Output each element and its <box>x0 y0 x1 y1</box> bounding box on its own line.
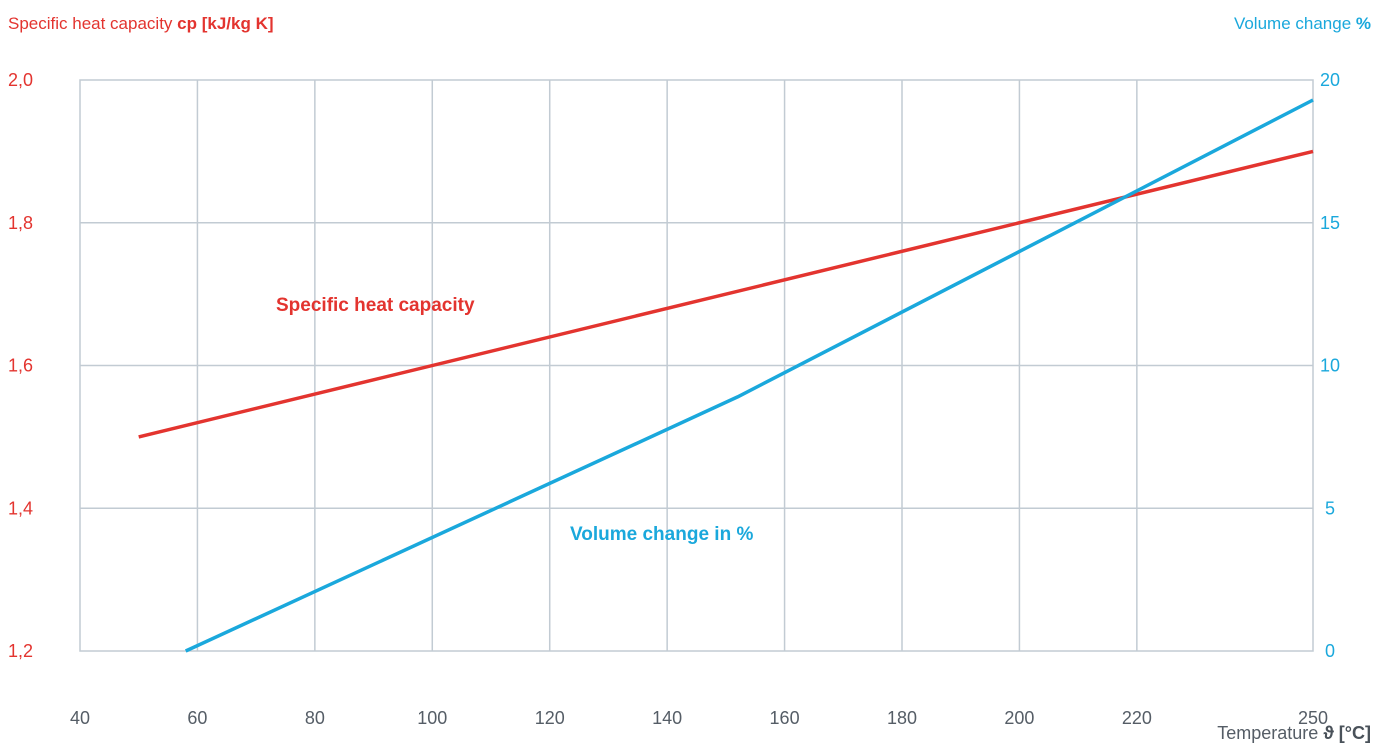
x-tick-label: 100 <box>417 708 447 728</box>
left-y-tick-label: 1,2 <box>8 641 33 661</box>
left-y-tick-label: 1,6 <box>8 356 33 376</box>
right-y-tick-label: 0 <box>1325 641 1335 661</box>
x-tick-label: 160 <box>770 708 800 728</box>
x-axis-title: Temperature ϑ [°C] <box>1217 723 1371 743</box>
volume-change-line <box>184 98 1314 653</box>
volume-change-series-label: Volume change in % <box>570 524 753 545</box>
x-tick-label: 180 <box>887 708 917 728</box>
right-y-tick-label: 10 <box>1320 356 1340 376</box>
left-axis-title: Specific heat capacity cp [kJ/kg K] <box>8 14 274 33</box>
left-y-tick-label: 2,0 <box>8 70 33 90</box>
x-tick-label: 60 <box>187 708 207 728</box>
right-y-tick-label: 20 <box>1320 70 1340 90</box>
left-y-tick-label: 1,4 <box>8 498 33 518</box>
x-tick-label: 200 <box>1004 708 1034 728</box>
x-tick-label: 250 <box>1298 708 1328 728</box>
x-tick-label: 40 <box>70 708 90 728</box>
heat-capacity-line <box>138 149 1314 439</box>
x-tick-label: 220 <box>1122 708 1152 728</box>
right-axis-title: Volume change % <box>1233 14 1371 33</box>
left-y-tick-label: 1,8 <box>8 213 33 233</box>
heat-capacity-series-label: Specific heat capacity <box>276 295 475 316</box>
right-y-tick-label: 15 <box>1320 213 1340 233</box>
x-tick-label: 140 <box>652 708 682 728</box>
right-y-tick-label: 5 <box>1325 498 1335 518</box>
x-tick-label: 80 <box>305 708 325 728</box>
x-tick-label: 120 <box>535 708 565 728</box>
